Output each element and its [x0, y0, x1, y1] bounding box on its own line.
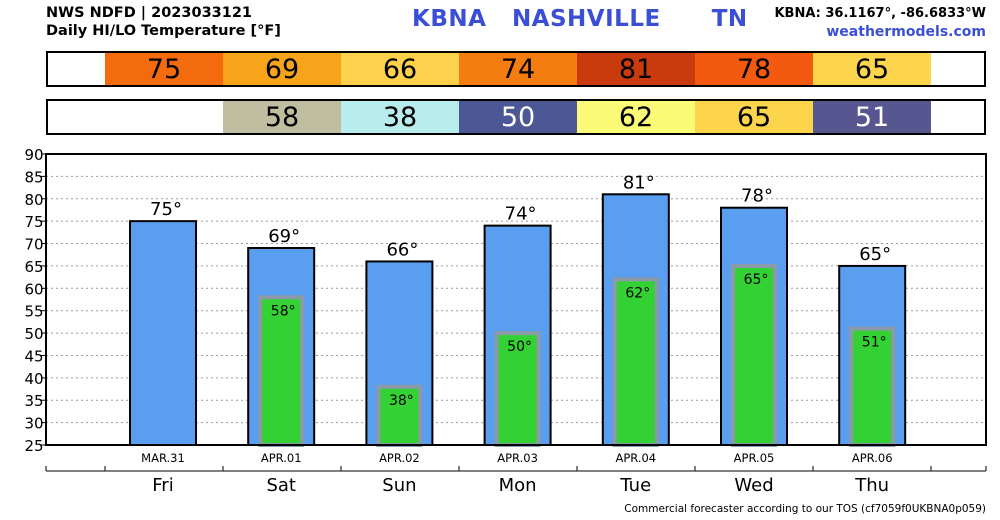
high-temp-label: 65°	[859, 244, 891, 265]
day-tick-label: Sun	[382, 475, 416, 496]
y-tick-label: 25	[24, 437, 43, 455]
temperature-chart: 75°69°66°74°81°78°65°58°38°50°62°65°51° …	[24, 146, 987, 496]
day-tick-label: Tue	[619, 475, 651, 496]
station-name: NASHVILLE	[511, 6, 661, 32]
y-tick-label: 50	[24, 325, 43, 343]
low-temp-cell: 38	[341, 101, 459, 133]
day-tick-label: Wed	[734, 475, 773, 496]
high-temp-label: 66°	[386, 239, 418, 260]
site-link[interactable]: weathermodels.com	[826, 24, 986, 40]
high-temp-label: 81°	[623, 172, 655, 193]
date-tick-label: APR.05	[734, 451, 775, 465]
high-temp-bar	[129, 220, 197, 446]
high-temp-cell: 81	[577, 53, 695, 85]
high-temp-cell: 78	[695, 53, 813, 85]
day-tick-label: Thu	[854, 475, 889, 496]
station-state: TN	[711, 6, 748, 32]
chart-title: Daily HI/LO Temperature [°F]	[46, 23, 281, 39]
low-temp-strip: 58 38 50 62 65 51	[46, 99, 986, 135]
low-temp-cell	[105, 101, 223, 133]
low-temp-bar	[849, 326, 896, 448]
day-tick-label: Sat	[266, 475, 296, 496]
low-temp-bar	[731, 263, 777, 447]
y-tick-label: 40	[24, 370, 43, 388]
date-tick-label: APR.01	[261, 451, 302, 465]
high-temp-cell: 69	[223, 53, 341, 85]
date-tick-label: APR.04	[615, 451, 656, 465]
station-code: KBNA	[412, 6, 487, 32]
low-temp-cell: 51	[813, 101, 931, 133]
footer-note: Commercial forecaster according to our T…	[624, 503, 986, 515]
low-temp-cell: 58	[223, 101, 341, 133]
high-temp-label: 74°	[505, 204, 537, 225]
y-tick-label: 65	[24, 258, 43, 276]
low-temp-bar	[612, 277, 659, 447]
header-left: NWS NDFD | 2023033121 Daily HI/LO Temper…	[46, 4, 281, 40]
header-right: KBNA: 36.1167°, -86.6833°W weathermodels…	[774, 4, 986, 42]
y-tick-label: 45	[24, 347, 43, 365]
high-temp-cell: 66	[341, 53, 459, 85]
low-temp-bar	[258, 295, 305, 447]
high-temp-cell: 74	[459, 53, 577, 85]
low-temp-label: 50°	[507, 339, 532, 355]
high-temp-cell: 75	[105, 53, 223, 85]
y-tick-label: 30	[24, 415, 43, 433]
y-tick-label: 80	[24, 191, 43, 209]
low-temp-cell: 65	[695, 101, 813, 133]
day-tick-label: Mon	[499, 475, 537, 496]
date-tick-label: APR.06	[852, 451, 893, 465]
high-temp-label: 75°	[150, 199, 182, 220]
date-tick-label: APR.03	[497, 451, 538, 465]
high-temp-label: 78°	[741, 186, 773, 207]
y-tick-label: 60	[24, 280, 43, 298]
station-header: KBNA NASHVILLE TN	[412, 6, 748, 32]
low-temp-label: 65°	[744, 272, 769, 288]
low-temp-label: 62°	[625, 285, 650, 301]
y-tick-label: 90	[24, 146, 43, 164]
source-label: NWS NDFD | 2023033121	[46, 5, 253, 21]
high-temp-strip: 75 69 66 74 81 78 65	[46, 51, 986, 87]
date-tick-label: APR.02	[379, 451, 420, 465]
low-temp-label: 58°	[271, 303, 296, 319]
y-tick-label: 55	[24, 303, 43, 321]
y-tick-label: 70	[24, 236, 43, 254]
y-tick-label: 85	[24, 168, 43, 186]
low-temp-cell: 50	[459, 101, 577, 133]
day-tick-label: Fri	[152, 475, 173, 496]
low-temp-label: 38°	[389, 393, 414, 409]
date-tick-label: MAR.31	[141, 451, 185, 465]
y-tick-label: 75	[24, 213, 43, 231]
low-temp-label: 51°	[862, 335, 887, 351]
low-temp-cell: 62	[577, 101, 695, 133]
station-coords: KBNA: 36.1167°, -86.6833°W	[774, 6, 986, 21]
high-temp-label: 69°	[268, 226, 300, 247]
y-tick-label: 35	[24, 392, 43, 410]
high-temp-cell: 65	[813, 53, 931, 85]
